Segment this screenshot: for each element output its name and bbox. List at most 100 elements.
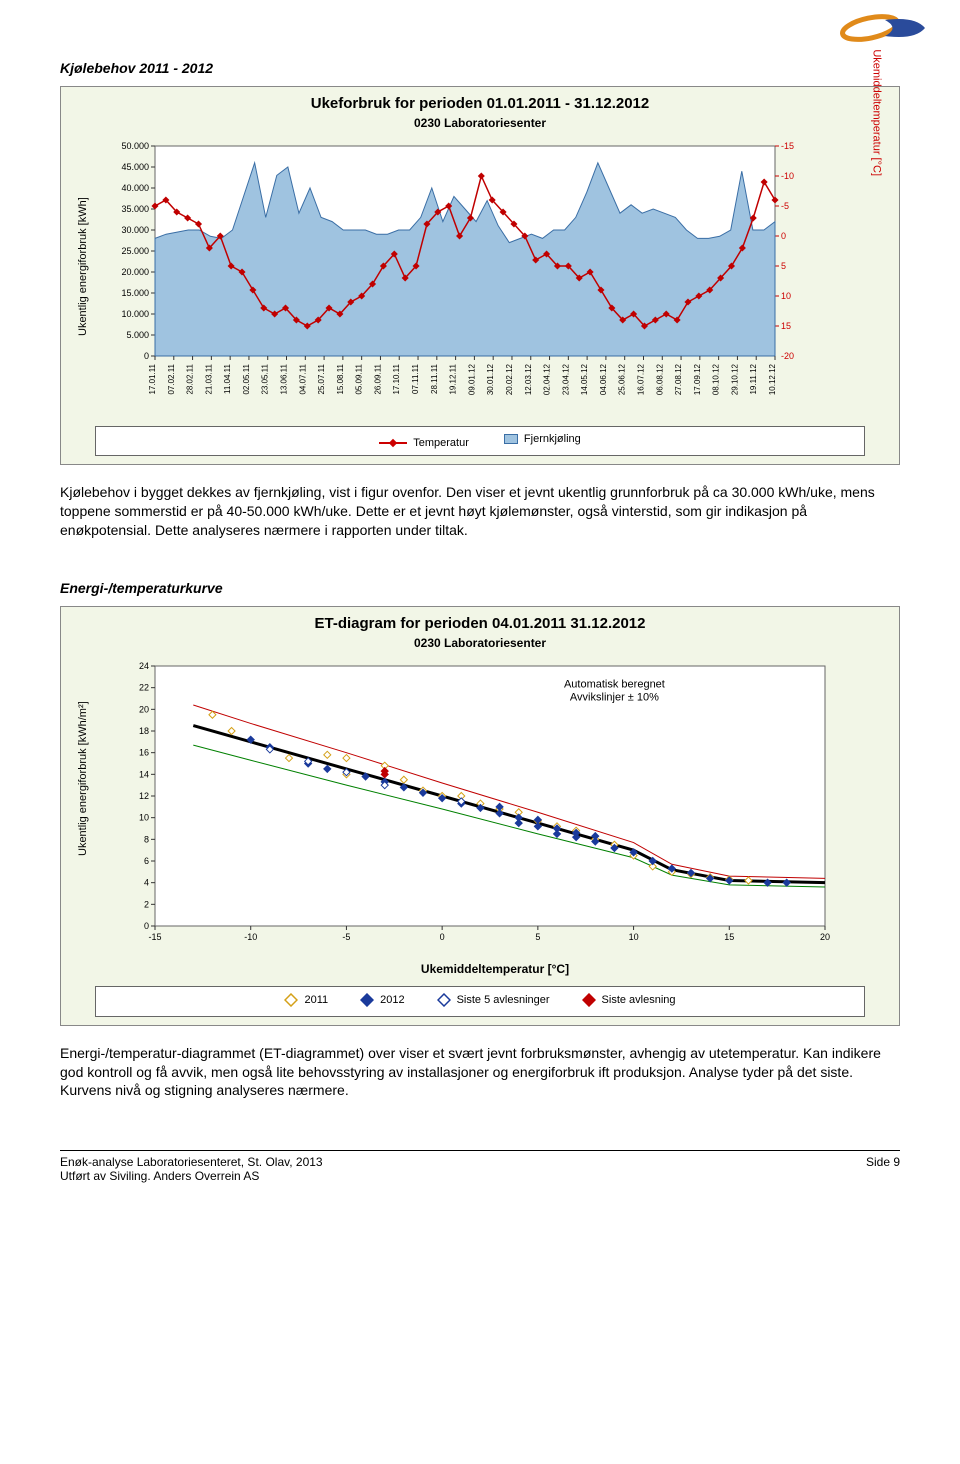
svg-text:20: 20	[139, 704, 149, 714]
svg-text:25.07.11: 25.07.11	[317, 363, 326, 394]
svg-text:28.11.11: 28.11.11	[430, 363, 439, 394]
chart1-legend: Temperatur Fjernkjøling	[95, 426, 865, 456]
svg-text:0: 0	[440, 932, 445, 942]
svg-text:-20: -20	[781, 351, 794, 361]
svg-text:29.10.12: 29.10.12	[730, 363, 739, 395]
svg-text:10: 10	[629, 932, 639, 942]
svg-text:-10: -10	[781, 171, 794, 181]
svg-text:50.000: 50.000	[121, 141, 149, 151]
svg-text:-15: -15	[781, 141, 794, 151]
svg-text:16.07.12: 16.07.12	[636, 363, 645, 395]
section2-title: Energi-/temperaturkurve	[60, 580, 900, 596]
svg-text:30.000: 30.000	[121, 225, 149, 235]
svg-text:6: 6	[144, 856, 149, 866]
svg-text:23.05.11: 23.05.11	[261, 363, 270, 394]
svg-text:20: 20	[820, 932, 830, 942]
svg-text:-5: -5	[781, 201, 789, 211]
svg-text:02.05.11: 02.05.11	[242, 363, 251, 394]
svg-text:35.000: 35.000	[121, 204, 149, 214]
svg-text:0: 0	[144, 921, 149, 931]
footer-right: Side 9	[866, 1155, 900, 1183]
svg-text:45.000: 45.000	[121, 162, 149, 172]
svg-text:19.11.12: 19.11.12	[749, 363, 758, 394]
chart1-container: Ukeforbruk for perioden 01.01.2011 - 31.…	[60, 86, 900, 465]
chart2-subtitle: 0230 Laboratoriesenter	[65, 636, 895, 650]
svg-text:11.04.11: 11.04.11	[223, 363, 232, 394]
svg-text:17.10.11: 17.10.11	[392, 363, 401, 394]
section1-title: Kjølebehov 2011 - 2012	[60, 60, 900, 76]
svg-text:40.000: 40.000	[121, 183, 149, 193]
legend-2011: 2011	[284, 993, 328, 1007]
svg-text:04.06.12: 04.06.12	[599, 363, 608, 395]
chart1-yright-label: Ukemiddeltemperatur [°C]	[871, 49, 883, 176]
svg-text:20.000: 20.000	[121, 267, 149, 277]
svg-text:24: 24	[139, 661, 149, 671]
svg-text:17.01.11: 17.01.11	[148, 363, 157, 394]
svg-text:-15: -15	[148, 932, 161, 942]
svg-text:0: 0	[781, 231, 786, 241]
page-footer: Enøk-analyse Laboratoriesenteret, St. Ol…	[60, 1150, 900, 1183]
chart1-subtitle: 0230 Laboratoriesenter	[65, 116, 895, 130]
svg-text:18: 18	[139, 726, 149, 736]
svg-text:5.000: 5.000	[126, 330, 149, 340]
svg-text:8: 8	[144, 834, 149, 844]
svg-text:-10: -10	[244, 932, 257, 942]
svg-text:30.01.12: 30.01.12	[486, 363, 495, 395]
svg-text:Avvikslinjer ± 10%: Avvikslinjer ± 10%	[570, 691, 659, 703]
chart2-title: ET-diagram for perioden 04.01.2011 31.12…	[65, 615, 895, 632]
svg-text:14.05.12: 14.05.12	[580, 363, 589, 395]
svg-text:23.04.12: 23.04.12	[561, 363, 570, 395]
footer-left-2: Utført av Siviling. Anders Overrein AS	[60, 1169, 323, 1183]
svg-text:09.01.12: 09.01.12	[467, 363, 476, 395]
chart2-y-label: Ukentlig energiforbruk [kWh/m²]	[77, 701, 89, 856]
legend-2012: 2012	[360, 993, 404, 1007]
svg-text:22: 22	[139, 682, 149, 692]
svg-text:10: 10	[139, 812, 149, 822]
legend-fjernkjoling: Fjernkjøling	[504, 433, 581, 445]
svg-text:05.09.11: 05.09.11	[355, 363, 364, 394]
svg-text:27.08.12: 27.08.12	[674, 363, 683, 395]
svg-text:04.07.11: 04.07.11	[298, 363, 307, 394]
svg-text:12.03.12: 12.03.12	[524, 363, 533, 395]
svg-text:07.02.11: 07.02.11	[167, 363, 176, 394]
svg-text:10: 10	[781, 291, 791, 301]
svg-text:13.06.11: 13.06.11	[280, 363, 289, 394]
svg-text:17.09.12: 17.09.12	[693, 363, 702, 395]
svg-text:06.08.12: 06.08.12	[655, 363, 664, 395]
svg-text:14: 14	[139, 769, 149, 779]
chart2-plot: 024681012141618202224-15-10-505101520Aut…	[115, 656, 835, 956]
chart2-x-label: Ukemiddeltemperatur [°C]	[115, 962, 875, 976]
paragraph2: Energi-/temperatur-diagrammet (ET-diagra…	[60, 1044, 900, 1101]
svg-text:20.02.12: 20.02.12	[505, 363, 514, 395]
svg-text:Automatisk beregnet: Automatisk beregnet	[564, 678, 665, 690]
svg-text:28.02.11: 28.02.11	[186, 363, 195, 394]
svg-text:0: 0	[144, 351, 149, 361]
svg-text:19.12.11: 19.12.11	[449, 363, 458, 394]
svg-text:16: 16	[139, 747, 149, 757]
svg-text:25.06.12: 25.06.12	[618, 363, 627, 395]
chart1-plot: 05.00010.00015.00020.00025.00030.00035.0…	[115, 136, 815, 416]
footer-left-1: Enøk-analyse Laboratoriesenteret, St. Ol…	[60, 1155, 323, 1169]
chart2-container: ET-diagram for perioden 04.01.2011 31.12…	[60, 606, 900, 1026]
svg-text:10.000: 10.000	[121, 309, 149, 319]
company-logo	[840, 8, 930, 53]
svg-text:15: 15	[724, 932, 734, 942]
svg-text:21.03.11: 21.03.11	[204, 363, 213, 394]
svg-text:-5: -5	[342, 932, 350, 942]
svg-text:12: 12	[139, 791, 149, 801]
svg-text:02.04.12: 02.04.12	[543, 363, 552, 395]
chart1-yleft-label: Ukentlig energiforbruk [kWh]	[77, 197, 89, 336]
svg-text:26.09.11: 26.09.11	[373, 363, 382, 394]
legend-siste avlesning: Siste avlesning	[582, 993, 676, 1007]
svg-text:5: 5	[781, 261, 786, 271]
chart2-legend: 2011 2012 Siste 5 avlesninger Siste avlesni…	[95, 986, 865, 1017]
svg-text:07.11.11: 07.11.11	[411, 363, 420, 394]
paragraph1: Kjølebehov i bygget dekkes av fjernkjøli…	[60, 483, 900, 540]
svg-text:4: 4	[144, 877, 149, 887]
legend-siste 5 avlesninger: Siste 5 avlesninger	[437, 993, 550, 1007]
svg-text:2: 2	[144, 899, 149, 909]
svg-text:25.000: 25.000	[121, 246, 149, 256]
svg-text:15: 15	[781, 321, 791, 331]
svg-text:08.10.12: 08.10.12	[712, 363, 721, 395]
legend-temperatur: Temperatur	[379, 437, 469, 449]
